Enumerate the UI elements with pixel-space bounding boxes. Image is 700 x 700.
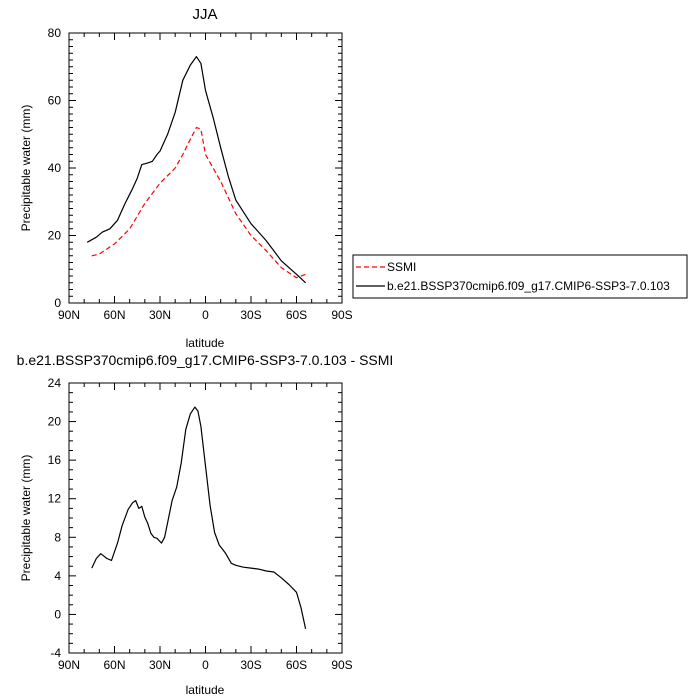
bottom-plot-area [91, 406, 307, 630]
top-xtick-label: 90S [331, 308, 352, 322]
top-series-line-1 [86, 55, 307, 284]
top-xtick-label: 30N [149, 308, 171, 322]
top-ytick-label: 40 [48, 161, 62, 175]
bottom-ytick-label: -4 [50, 646, 61, 660]
bottom-xtick-label: 60N [103, 658, 125, 672]
top-xtick-label: 90N [58, 308, 80, 322]
bottom-xtick-label: 90S [331, 658, 352, 672]
top-ytick-label: 20 [48, 229, 62, 243]
bottom-xlabel: latitude [186, 683, 225, 697]
top-chart-title: JJA [192, 6, 217, 23]
bottom-ytick-label: 8 [54, 530, 61, 544]
top-ytick-label: 80 [48, 26, 62, 40]
bottom-ylabel: Precipitable water (mm) [19, 455, 33, 582]
top-ticks: 90N 60N 30N 0 30S 60S 90S 0 20 40 60 80 [48, 26, 353, 322]
top-plot-area [86, 55, 307, 284]
bottom-ticks: 90N 60N 30N 0 30S 60S 90S -4 0 4 8 12 16 20 24 [48, 376, 353, 672]
top-xtick-label: 30S [240, 308, 261, 322]
bottom-xtick-label: 30S [240, 658, 261, 672]
bottom-ytick-label: 16 [48, 453, 62, 467]
top-xtick-label: 0 [202, 308, 209, 322]
bottom-ytick-label: 12 [48, 492, 62, 506]
legend-label-model: b.e21.BSSP370cmip6.f09_g17.CMIP6-SSP3-7.… [387, 279, 670, 293]
top-ytick-label: 0 [54, 296, 61, 310]
bottom-plot-frame [68, 382, 343, 654]
top-xlabel: latitude [186, 336, 225, 350]
bottom-ytick-label: 0 [54, 607, 61, 621]
bottom-ytick-label: 24 [48, 376, 62, 390]
top-ytick-label: 60 [48, 94, 62, 108]
legend-box [352, 254, 688, 299]
bottom-xtick-label: 90N [58, 658, 80, 672]
bottom-ytick-label: 20 [48, 415, 62, 429]
top-plot-frame [68, 32, 343, 304]
top-series-line-0 [91, 126, 306, 279]
bottom-panel: b.e21.BSSP370cmip6.f09_g17.CMIP6-SSP3-7.… [17, 352, 394, 697]
bottom-xtick-label: 0 [202, 658, 209, 672]
top-panel: JJA Precipitable water (mm) latitude 90N… [19, 6, 353, 350]
top-ylabel: Precipitable water (mm) [19, 105, 33, 232]
top-xtick-label: 60S [286, 308, 307, 322]
bottom-ytick-label: 4 [54, 569, 61, 583]
top-legend: SSMI b.e21.BSSP370cmip6.f09_g17.CMIP6-SS… [352, 254, 688, 299]
bottom-chart-title: b.e21.BSSP370cmip6.f09_g17.CMIP6-SSP3-7.… [17, 352, 394, 368]
top-xtick-label: 60N [103, 308, 125, 322]
legend-label-ssmi: SSMI [387, 260, 416, 274]
bottom-series-line-0 [91, 406, 307, 630]
bottom-xtick-label: 30N [149, 658, 171, 672]
bottom-xtick-label: 60S [286, 658, 307, 672]
